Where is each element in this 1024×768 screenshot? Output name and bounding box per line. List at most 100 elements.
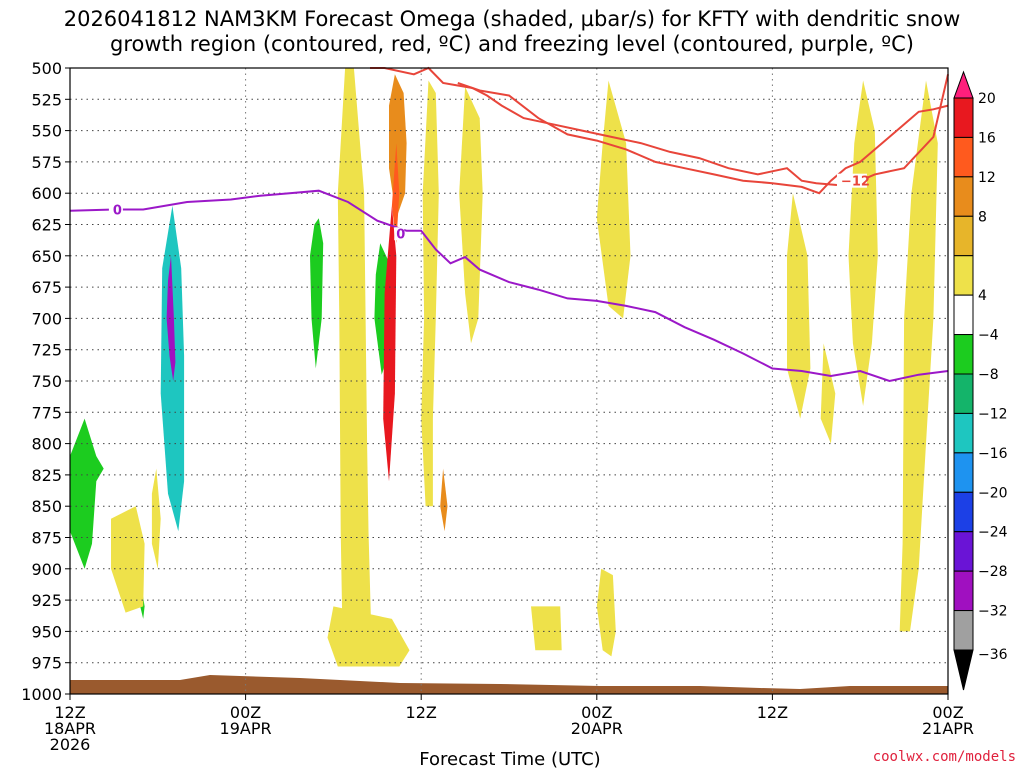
chart-title-line2: growth region (contoured, red, ºC) and f… xyxy=(110,32,914,56)
y-tick-label-800: 800 xyxy=(31,435,62,454)
y-tick-label-850: 850 xyxy=(31,497,62,516)
x-tick-label-36-1: 00Z xyxy=(581,703,612,722)
omega-region-sinking-a xyxy=(337,68,391,663)
y-axis: 500 525 550 575 600 625 650 675 700 725 750 775 800 8… xyxy=(21,59,70,704)
contour-label-freezing-level-2: 0 xyxy=(396,227,405,242)
x-tick-label-36-2: 20APR xyxy=(571,719,623,738)
y-tick-label-1000: 1000 xyxy=(21,685,62,704)
y-tick-label-750: 750 xyxy=(31,372,62,391)
y-tick-label-925: 925 xyxy=(31,591,62,610)
colorbar-swatch-10 xyxy=(953,452,974,493)
contour-label-dgz-lower-12C: −12 xyxy=(841,175,870,190)
y-tick-label-725: 725 xyxy=(31,341,62,360)
omega-region-sinking-h xyxy=(111,506,145,613)
colorbar-swatch-11 xyxy=(953,491,974,533)
colorbar-top-triangle xyxy=(953,70,974,99)
x-tick-label-60-2: 21APR xyxy=(922,719,974,738)
x-tick-label-0-2: 18APR xyxy=(44,719,96,738)
terrain-ground xyxy=(70,675,948,694)
omega-region-sinking-l xyxy=(787,193,811,419)
y-tick-label-675: 675 xyxy=(31,278,62,297)
x-tick-label-12-1: 00Z xyxy=(230,703,261,722)
colorbar-swatch-5 xyxy=(953,255,974,296)
omega-shading xyxy=(70,68,938,667)
contour-label-freezing-level-0C: 0 xyxy=(113,203,122,218)
colorbar-swatch-3 xyxy=(953,176,974,217)
omega-region-sinking-b xyxy=(459,86,483,344)
credit-text: coolwx.com/models xyxy=(873,749,1016,765)
colorbar-label-12: −32 xyxy=(978,604,1008,620)
colorbar-swatch-1 xyxy=(953,97,974,138)
colorbar-label-8: −16 xyxy=(978,446,1008,462)
colorbar-swatch-12 xyxy=(953,531,974,572)
colorbar-swatch-8 xyxy=(953,373,974,414)
y-tick-label-975: 975 xyxy=(31,654,62,673)
plot-background xyxy=(70,68,948,694)
colorbar-label-4: 4 xyxy=(978,288,987,304)
x-tick-label-12-2: 19APR xyxy=(220,719,272,738)
omega-region-sinking-n xyxy=(389,74,407,219)
colorbar-swatch-13 xyxy=(953,570,974,612)
omega-region-ascent-core xyxy=(166,255,176,381)
colorbar-label-13: −36 xyxy=(978,647,1008,663)
y-tick-label-550: 550 xyxy=(31,122,62,141)
x-axis-label: Forecast Time (UTC) xyxy=(419,749,600,768)
colorbar-label-0: 20 xyxy=(978,91,996,107)
plot-area: 0 −12 0 xyxy=(69,66,949,695)
y-tick-label-875: 875 xyxy=(31,529,62,548)
contour-label-bg-freezing-level-2 xyxy=(394,227,405,241)
omega-region-sinking-g xyxy=(151,468,161,569)
y-tick-label-625: 625 xyxy=(31,216,62,235)
colorbar-label-1: 16 xyxy=(978,130,996,146)
colorbar-label-3: 8 xyxy=(978,209,987,225)
omega-region-sinking-e xyxy=(848,80,878,406)
colorbar-label-10: −24 xyxy=(978,525,1008,541)
omega-region-ascent-area-a xyxy=(70,418,104,569)
contour-dgz-lower-12C xyxy=(457,82,949,195)
colorbar-swatch-9 xyxy=(953,412,974,454)
omega-region-sinking-o xyxy=(440,468,448,532)
y-tick-label-825: 825 xyxy=(31,466,62,485)
y-tick-label-575: 575 xyxy=(31,153,62,172)
y-tick-label-950: 950 xyxy=(31,622,62,641)
y-tick-label-900: 900 xyxy=(31,560,62,579)
contour-freezing-level-0C xyxy=(69,189,949,383)
contour-label-bg-dgz-lower-12C xyxy=(836,173,867,188)
omega-region-sinking-j xyxy=(531,606,562,651)
x-tick-label-24-1: 12Z xyxy=(406,703,437,722)
omega-region-sinking-f xyxy=(899,80,938,632)
colorbar-swatch-6 xyxy=(953,294,974,336)
y-tick-label-525: 525 xyxy=(31,90,62,109)
colorbar-label-7: −12 xyxy=(978,406,1008,422)
x-tick-label-48-1: 12Z xyxy=(757,703,788,722)
colorbar-swatch-14 xyxy=(953,610,974,651)
y-tick-label-600: 600 xyxy=(31,184,62,203)
colorbar: 20 16 12 8 4 −4 −8 −12 −16 −20 −24 −28 −32 −36 xyxy=(953,70,1008,691)
colorbar-label-6: −8 xyxy=(978,367,999,383)
contour-lines: 0 −12 0 xyxy=(69,66,949,383)
omega-region-sinking-q xyxy=(383,205,397,482)
contour-label-bg-freezing-level-0C xyxy=(108,202,123,217)
colorbar-swatch-4 xyxy=(953,215,974,257)
omega-region-sinking-c xyxy=(421,80,439,507)
omega-region-sinking-m xyxy=(820,343,836,444)
y-tick-label-775: 775 xyxy=(31,403,62,422)
colorbar-swatch-2 xyxy=(953,136,974,178)
colorbar-label-11: −28 xyxy=(978,564,1008,580)
colorbar-swatch-7 xyxy=(953,334,974,375)
chart-title-line1: 2026041812 NAM3KM Forecast Omega (shaded… xyxy=(64,7,961,31)
colorbar-label-2: 12 xyxy=(978,170,996,186)
colorbar-label-9: −20 xyxy=(978,485,1008,501)
y-tick-label-700: 700 xyxy=(31,309,62,328)
colorbar-label-5: −4 xyxy=(978,328,999,344)
y-tick-label-650: 650 xyxy=(31,247,62,266)
colorbar-bottom-triangle xyxy=(953,649,974,691)
omega-region-sinking-i xyxy=(327,606,410,667)
y-tick-label-500: 500 xyxy=(31,59,62,78)
grid-lines xyxy=(70,68,948,694)
x-tick-label-60-1: 00Z xyxy=(932,703,963,722)
omega-region-sinking-k xyxy=(596,568,616,657)
x-tick-label-0-3: 2026 xyxy=(50,735,91,754)
